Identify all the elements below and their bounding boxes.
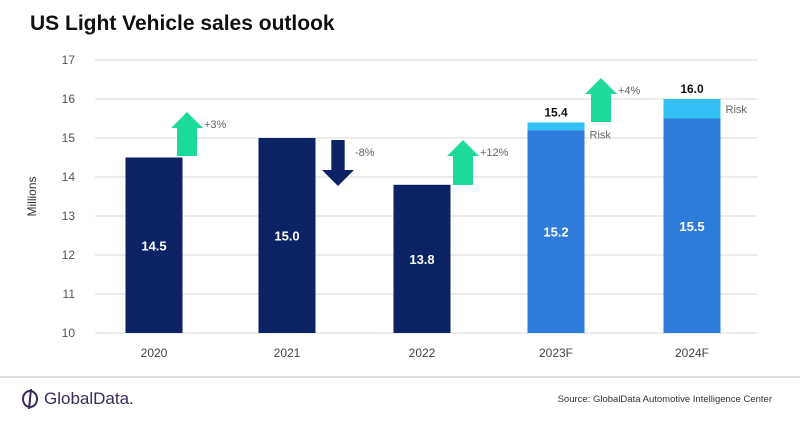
bar-value-label: 14.5 bbox=[141, 238, 166, 253]
x-tick-label: 2023F bbox=[539, 346, 573, 360]
arrow-up-icon bbox=[171, 112, 203, 156]
chart-title: US Light Vehicle sales outlook bbox=[30, 12, 335, 35]
bar-value-label: 15.0 bbox=[274, 229, 299, 244]
bar-2024F bbox=[663, 118, 721, 333]
bar-value-label: 15.2 bbox=[543, 225, 568, 240]
arrow-down-icon bbox=[322, 140, 354, 186]
arrow-up-icon bbox=[447, 140, 479, 185]
bar-2022 bbox=[393, 184, 451, 333]
arrow-up-icon bbox=[585, 78, 617, 122]
globaldata-logo-icon bbox=[22, 388, 38, 410]
y-tick-label: 16 bbox=[62, 92, 76, 106]
risk-label: Risk bbox=[590, 129, 612, 141]
x-tick-label: 2024F bbox=[675, 346, 709, 360]
bar-value-label: 13.8 bbox=[409, 252, 434, 267]
y-tick-label: 15 bbox=[62, 131, 76, 145]
total-label: 16.0 bbox=[680, 82, 704, 96]
bar-2021 bbox=[258, 138, 316, 333]
bar-2023F bbox=[527, 130, 585, 333]
y-tick-label: 17 bbox=[62, 53, 76, 67]
y-tick-label: 13 bbox=[62, 209, 76, 223]
bar-2020 bbox=[125, 157, 183, 333]
y-tick-label: 14 bbox=[62, 170, 76, 184]
globaldata-logo: GlobalData. bbox=[20, 387, 134, 411]
footer-divider bbox=[0, 376, 800, 378]
change-label: +12% bbox=[480, 147, 509, 159]
change-label: +4% bbox=[618, 85, 641, 97]
x-tick-label: 2021 bbox=[274, 346, 301, 360]
bar-chart: 10 11 12 13 14 15 16 17 Millions 14.5 2020 15.0 2021… bbox=[25, 53, 757, 360]
y-axis-label: Millions bbox=[25, 176, 39, 216]
x-tick-label: 2022 bbox=[409, 346, 436, 360]
risk-segment-2023F bbox=[527, 122, 585, 131]
y-tick-label: 12 bbox=[62, 248, 76, 262]
change-label: +3% bbox=[204, 119, 227, 131]
change-label: -8% bbox=[355, 147, 375, 159]
total-label: 15.4 bbox=[544, 105, 568, 119]
source-note: Source: GlobalData Automotive Intelligen… bbox=[557, 394, 772, 405]
risk-label: Risk bbox=[726, 104, 748, 116]
x-tick-label: 2020 bbox=[141, 346, 168, 360]
y-tick-label: 10 bbox=[62, 326, 76, 340]
risk-segment-2024F bbox=[663, 99, 721, 119]
logo-text: GlobalData. bbox=[44, 389, 134, 408]
y-tick-label: 11 bbox=[63, 287, 76, 301]
bar-value-label: 15.5 bbox=[679, 219, 704, 234]
